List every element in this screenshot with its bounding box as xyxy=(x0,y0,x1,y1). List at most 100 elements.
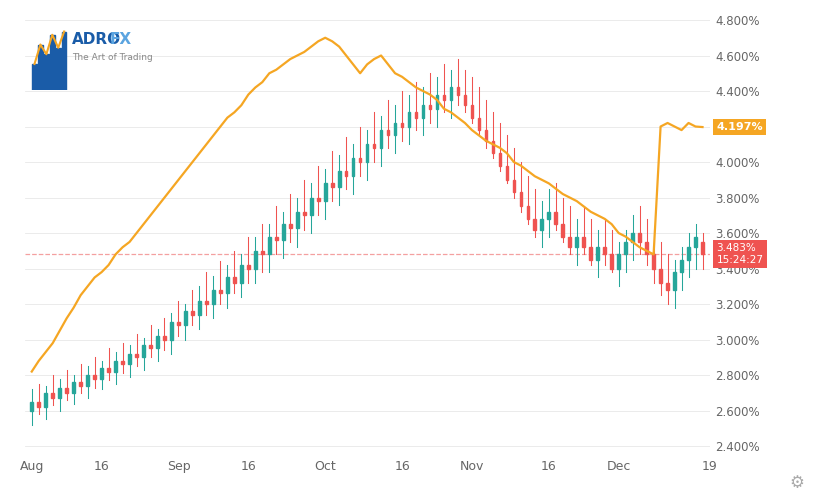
Bar xyxy=(506,166,508,180)
Bar xyxy=(681,260,683,272)
Bar xyxy=(254,251,257,268)
Bar xyxy=(422,105,424,118)
Bar xyxy=(32,64,37,90)
Bar xyxy=(589,248,592,260)
Bar xyxy=(401,123,403,126)
Bar xyxy=(191,311,194,314)
Bar xyxy=(275,236,278,240)
Bar xyxy=(73,382,75,393)
Bar xyxy=(331,184,333,187)
Bar xyxy=(667,283,669,290)
Bar xyxy=(603,248,606,254)
Bar xyxy=(261,251,264,254)
Bar xyxy=(456,88,460,94)
Bar xyxy=(359,158,361,162)
Text: ADRO: ADRO xyxy=(72,32,121,48)
Bar xyxy=(163,336,166,340)
Bar xyxy=(282,224,285,240)
Bar xyxy=(568,236,571,248)
Bar xyxy=(484,130,488,140)
Bar xyxy=(45,393,47,407)
Bar xyxy=(56,48,60,90)
Bar xyxy=(44,54,49,90)
Bar xyxy=(436,94,438,109)
Bar xyxy=(380,130,383,148)
Bar xyxy=(645,242,648,254)
Bar xyxy=(184,311,186,326)
Bar xyxy=(38,44,43,90)
Bar xyxy=(296,212,299,228)
Bar xyxy=(101,368,103,378)
Bar xyxy=(694,236,697,248)
Bar xyxy=(317,198,319,201)
Bar xyxy=(177,322,180,326)
Bar xyxy=(240,265,243,283)
Bar xyxy=(492,140,494,153)
Bar xyxy=(526,206,529,219)
Bar xyxy=(65,388,68,393)
Bar xyxy=(338,171,341,187)
Bar xyxy=(114,361,117,372)
Bar xyxy=(310,198,313,216)
Text: 4.197%: 4.197% xyxy=(716,122,763,132)
Bar xyxy=(701,242,704,254)
Text: 3.483%
15:24:27: 3.483% 15:24:27 xyxy=(716,243,763,264)
Bar xyxy=(233,278,236,283)
Bar xyxy=(303,212,305,216)
Bar xyxy=(673,272,676,290)
Bar xyxy=(50,35,54,90)
Bar xyxy=(512,180,515,192)
Bar xyxy=(121,361,124,364)
Text: ⚙: ⚙ xyxy=(790,474,804,492)
Bar xyxy=(575,236,578,248)
Bar xyxy=(582,236,585,248)
Bar xyxy=(387,130,389,136)
Bar xyxy=(554,212,557,224)
Bar xyxy=(59,388,61,398)
Bar xyxy=(562,224,564,236)
Bar xyxy=(464,94,466,105)
Bar xyxy=(365,144,369,162)
Bar xyxy=(128,354,131,364)
Bar xyxy=(394,123,396,136)
Bar xyxy=(534,219,536,230)
Bar xyxy=(639,233,641,242)
Bar xyxy=(520,192,522,206)
Text: FX: FX xyxy=(110,32,132,48)
Bar xyxy=(93,375,96,378)
Bar xyxy=(610,254,613,268)
Bar xyxy=(156,336,159,348)
Bar xyxy=(659,268,662,283)
Bar xyxy=(226,278,229,293)
Bar xyxy=(268,236,271,254)
Bar xyxy=(470,105,474,118)
Bar xyxy=(198,300,200,314)
Bar xyxy=(408,112,410,126)
Bar xyxy=(687,248,690,260)
Bar xyxy=(429,105,431,109)
Bar xyxy=(548,212,550,219)
Bar xyxy=(135,354,138,358)
Bar xyxy=(62,32,67,90)
Bar xyxy=(625,242,627,254)
Bar xyxy=(450,88,452,100)
Bar xyxy=(478,118,480,130)
Bar xyxy=(617,254,620,268)
Bar xyxy=(443,94,446,100)
Bar xyxy=(31,402,33,410)
Bar xyxy=(219,290,222,294)
Bar xyxy=(653,254,655,268)
Bar xyxy=(289,224,291,228)
Bar xyxy=(87,375,89,386)
Bar xyxy=(212,290,214,304)
Bar xyxy=(79,382,82,386)
Bar xyxy=(415,112,417,117)
Bar xyxy=(37,402,40,407)
Bar xyxy=(540,219,543,230)
Bar xyxy=(247,265,250,268)
Bar xyxy=(142,345,145,358)
Bar xyxy=(498,153,502,166)
Bar xyxy=(373,144,375,148)
Text: The Art of Trading: The Art of Trading xyxy=(72,52,153,62)
Bar xyxy=(170,322,172,340)
